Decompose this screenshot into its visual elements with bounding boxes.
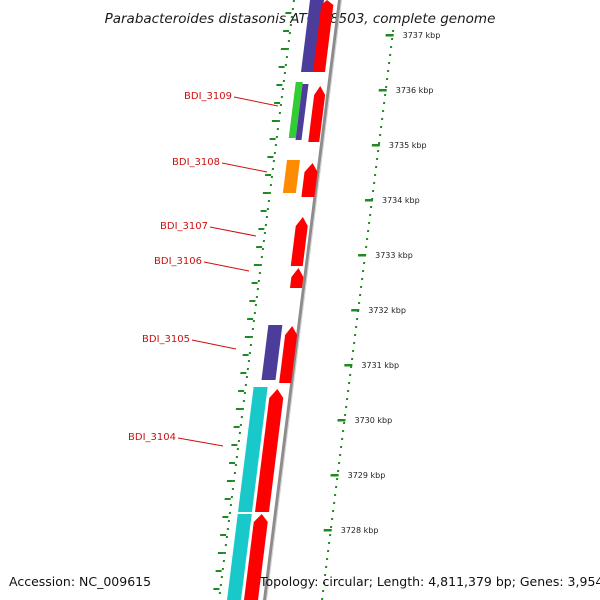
gene-forward-BDI_3109 xyxy=(308,86,326,142)
inner-tick-mark xyxy=(213,588,220,590)
inner-tick-mark xyxy=(271,120,278,122)
inner-tick-mark xyxy=(265,174,272,176)
gene-forward-BDI_3107 xyxy=(290,217,308,266)
inner-tick-mark xyxy=(285,12,292,14)
gene-forward-BDI_3106 xyxy=(290,268,304,288)
inner-tick-mark xyxy=(251,282,258,284)
scale-tick-mark xyxy=(371,144,380,147)
inner-tick-mark xyxy=(215,570,222,572)
gene-labels: BDI_3109 BDI_3108 BDI_3107 BDI_3106 BDI_3105… xyxy=(128,91,279,447)
scale-tick-mark xyxy=(378,89,387,92)
scale-tick-mark xyxy=(364,199,374,202)
inner-tick-mark xyxy=(238,390,245,392)
inner-tick-mark xyxy=(269,138,276,140)
inner-tick-mark xyxy=(267,156,274,158)
inner-tick-mark xyxy=(276,84,283,86)
scale-tick-label: 3735 kbp xyxy=(389,141,427,150)
topology-text: Topology: circular; Length: 4,811,379 bp… xyxy=(259,574,600,589)
backbone-line xyxy=(263,0,341,600)
inner-tick-mark xyxy=(229,462,236,464)
gene-forward-BDI_3104 xyxy=(255,389,284,512)
scale-tick-mark xyxy=(357,254,367,257)
scale-tick-mark xyxy=(323,529,332,532)
inner-tick-mark xyxy=(231,444,238,446)
gene-label-bdi_3104: BDI_3104 xyxy=(128,432,176,443)
inner-tick-mark xyxy=(274,102,281,104)
scale-tick-mark xyxy=(330,474,339,477)
scale-tick-mark xyxy=(351,309,360,312)
gene-forward-bottom xyxy=(244,514,268,600)
scale-tick-label: 3734 kbp xyxy=(382,196,420,205)
gene-label-bdi_3108: BDI_3108 xyxy=(172,157,220,168)
inner-tick-mark xyxy=(242,354,249,356)
inner-tick-mark xyxy=(260,210,267,212)
scale-tick-label: 3729 kbp xyxy=(348,471,386,480)
backbone-shadow xyxy=(266,0,342,600)
scale-tick-label: 3736 kbp xyxy=(396,86,434,95)
gene-reverse-orange-BDI_3108 xyxy=(282,160,300,193)
inner-tick-mark xyxy=(283,30,290,32)
scale-tick-label: 3732 kbp xyxy=(368,306,406,315)
accession-text: Accession: NC_009615 xyxy=(9,574,151,589)
gene-reverse-cyan-BDI_3104 xyxy=(238,387,268,512)
inner-tick-mark xyxy=(222,516,229,518)
scale-tick-label: 3728 kbp xyxy=(341,526,379,535)
inner-tick-mark xyxy=(262,192,269,194)
inner-tick-mark xyxy=(278,66,285,68)
gene-label-bdi_3109: BDI_3109 xyxy=(184,91,232,102)
inner-tick-mark xyxy=(233,426,240,428)
gene-label-bdi_3107: BDI_3107 xyxy=(160,221,208,232)
scale-tick-mark xyxy=(344,364,353,367)
map-title: Parabacteroides distasonis ATCC 8503, co… xyxy=(105,11,496,27)
inner-tick-mark xyxy=(240,372,247,374)
gene-label-bdi_3105: BDI_3105 xyxy=(142,334,190,345)
gene-reverse-cyan-bottom xyxy=(227,514,252,600)
gene-forward-BDI_3108 xyxy=(301,163,318,197)
gene-leader-line xyxy=(203,261,250,272)
scale-tick-mark xyxy=(337,419,346,422)
scale-tick-label: 3731 kbp xyxy=(361,361,399,370)
scale-tick-label: 3737 kbp xyxy=(403,31,441,40)
inner-tick-mark xyxy=(249,300,256,302)
gene-reverse-blue-BDI_3105 xyxy=(261,325,283,380)
inner-tick-mark xyxy=(217,552,224,554)
gene-forward-BDI_3105 xyxy=(279,326,298,383)
gene-leader-line xyxy=(209,226,257,237)
scale-labels: 3737 kbp 3736 kbp 3735 kbp 3734 kbp 3733 kbp… xyxy=(341,31,441,535)
inner-tick-mark xyxy=(244,336,251,338)
scale-tick-label: 3730 kbp xyxy=(355,416,393,425)
inner-tick-mark xyxy=(247,318,254,320)
inner-tick-mark xyxy=(224,498,231,500)
gene-leader-line xyxy=(221,162,268,173)
inner-tick-mark xyxy=(253,264,260,266)
outer-ruler-line xyxy=(321,30,395,600)
scale-tick-label: 3733 kbp xyxy=(375,251,413,260)
gene-leader-line xyxy=(177,437,224,447)
gene-leader-line xyxy=(191,339,237,350)
gene-forward-top xyxy=(313,0,334,72)
gene-reverse-blue-BDI_3109 xyxy=(295,84,309,140)
inner-ticks xyxy=(213,12,292,590)
inner-tick-mark xyxy=(235,408,242,410)
gene-reverse-blue-top xyxy=(301,0,324,72)
inner-tick-mark xyxy=(256,246,263,248)
scale-tick-mark xyxy=(385,34,394,37)
inner-tick-mark xyxy=(220,534,227,536)
inner-tick-mark xyxy=(258,228,265,230)
outer-ticks xyxy=(323,34,394,532)
gene-leader-line xyxy=(233,96,279,107)
inner-tick-mark xyxy=(226,480,233,482)
gene-label-bdi_3106: BDI_3106 xyxy=(154,256,202,267)
inner-tick-mark xyxy=(280,48,287,50)
genome-track xyxy=(213,0,395,600)
gene-reverse-green-BDI_3109 xyxy=(288,82,303,138)
